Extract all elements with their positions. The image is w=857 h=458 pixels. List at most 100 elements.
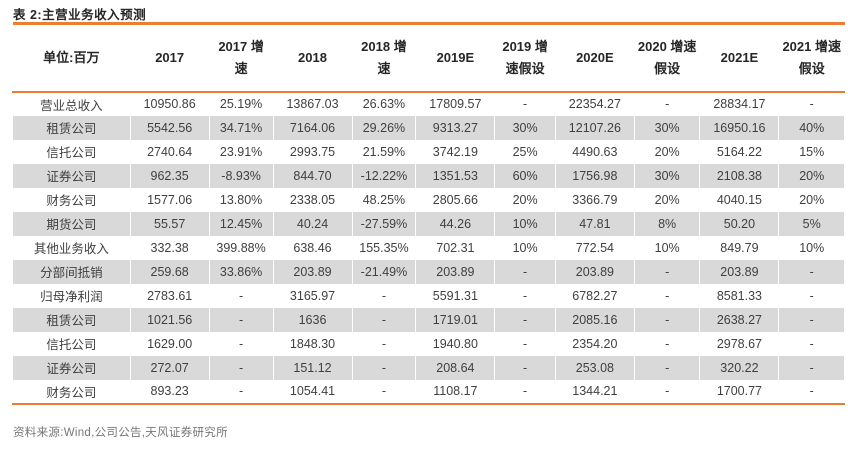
table-cell: - — [351, 379, 417, 404]
table-cell: - — [351, 355, 417, 380]
table-cell: 1021.56 — [129, 307, 210, 332]
table-cell: - — [633, 331, 701, 356]
table-cell: 203.89 — [554, 259, 635, 284]
table-cell: 3366.79 — [554, 187, 635, 212]
table-cell: 155.35% — [351, 235, 417, 260]
table-cell: - — [351, 283, 417, 308]
table-cell: 1756.98 — [554, 163, 635, 188]
table-cell: 55.57 — [129, 211, 210, 236]
table-cell: 1577.06 — [129, 187, 210, 212]
table-row: 其他业务收入 332.38 399.88% 638.46 155.35% 702.31 10… — [12, 235, 845, 260]
table-cell: 1054.41 — [272, 379, 353, 404]
source-note: 资料来源:Wind,公司公告,天风证券研究所 — [13, 427, 228, 439]
column-header: 2021 增速假设 — [778, 23, 845, 92]
table-row: 证券公司 272.07-151.12-208.64-253.08-320.22- — [12, 355, 845, 380]
table-row: 信托公司 2740.64 23.91% 2993.75 21.59% 3742.19 25%… — [12, 139, 845, 164]
table-cell: 10% — [778, 235, 845, 260]
table-cell: 2108.38 — [699, 163, 780, 188]
column-header: 2017 — [130, 23, 210, 92]
table-body: 营业总收入 10950.86 25.19% 13867.03 26.63% 17809.5… — [12, 91, 845, 404]
table-cell: 29.26% — [351, 115, 417, 140]
table-cell: - — [778, 283, 845, 308]
table-cell: 26.63% — [351, 91, 417, 116]
table-cell: 8581.33 — [699, 283, 780, 308]
row-label: 信托公司 — [12, 139, 131, 164]
table-cell: 33.86% — [208, 259, 274, 284]
table-cell: 844.70 — [272, 163, 353, 188]
table-cell: 48.25% — [351, 187, 417, 212]
table-cell: 60% — [494, 163, 556, 188]
table-cell: 1351.53 — [415, 163, 496, 188]
table-cell: 5164.22 — [699, 139, 780, 164]
row-label: 信托公司 — [12, 331, 131, 356]
table-cell: 16950.16 — [699, 115, 780, 140]
table-cell: - — [494, 307, 556, 332]
table-row: 归母净利润 2783.61-3165.97-5591.31-6782.27-858… — [12, 283, 845, 308]
table-cell: - — [208, 307, 274, 332]
table-cell: - — [351, 331, 417, 356]
table-cell: 332.38 — [129, 235, 210, 260]
row-label: 期货公司 — [12, 211, 131, 236]
table-cell: 12107.26 — [554, 115, 635, 140]
table-cell: 20% — [633, 139, 701, 164]
table-cell: 25.19% — [208, 91, 274, 116]
row-label: 租赁公司 — [12, 307, 131, 332]
table-row: 分部间抵销 259.68 33.86% 203.89 -21.49% 203.89-203… — [12, 259, 845, 284]
table-cell: 2805.66 — [415, 187, 496, 212]
table-cell: - — [208, 379, 274, 404]
table-cell: 30% — [494, 115, 556, 140]
table-cell: 259.68 — [129, 259, 210, 284]
table-cell: 151.12 — [272, 355, 353, 380]
column-header: 2017 增速 — [209, 23, 274, 92]
table-cell: 203.89 — [699, 259, 780, 284]
table-cell: 30% — [633, 163, 701, 188]
table-row: 信托公司 1629.00-1848.30-1940.80-2354.20-2978… — [12, 331, 845, 356]
table-cell: 20% — [633, 187, 701, 212]
table-cell: 2085.16 — [554, 307, 635, 332]
table-row: 期货公司 55.57 12.45% 40.24 -27.59% 44.26 10% 47.81… — [12, 211, 845, 236]
table-cell: - — [633, 307, 701, 332]
table-cell: -12.22% — [351, 163, 417, 188]
table-cell: 10% — [633, 235, 701, 260]
table-cell: 44.26 — [415, 211, 496, 236]
table-cell: -27.59% — [351, 211, 417, 236]
column-header: 2019E — [415, 23, 495, 92]
table-cell: - — [633, 355, 701, 380]
table-cell: 208.64 — [415, 355, 496, 380]
table-cell: 2783.61 — [129, 283, 210, 308]
header-row: 单位:百万 2017 2017 增速 2018 2018 增速 2019E 2019 增速假… — [12, 23, 845, 92]
table-cell: 893.23 — [129, 379, 210, 404]
table-title: 表 2:主营业务收入预测 — [13, 8, 147, 22]
row-label: 证券公司 — [12, 163, 131, 188]
table-cell: 1940.80 — [415, 331, 496, 356]
table-cell: - — [778, 91, 845, 116]
table-cell: 702.31 — [415, 235, 496, 260]
table-cell: 2978.67 — [699, 331, 780, 356]
table-cell: 7164.06 — [272, 115, 353, 140]
table-cell: 849.79 — [699, 235, 780, 260]
table-cell: - — [494, 283, 556, 308]
table-cell: - — [494, 331, 556, 356]
table-cell: 2740.64 — [129, 139, 210, 164]
table-cell: 1719.01 — [415, 307, 496, 332]
table-cell: 2993.75 — [272, 139, 353, 164]
revenue-forecast-table: 单位:百万 2017 2017 增速 2018 2018 增速 2019E 2019 增速假… — [12, 22, 845, 405]
table-cell: - — [633, 259, 701, 284]
row-label: 归母净利润 — [12, 283, 131, 308]
table-cell: - — [494, 379, 556, 404]
table-cell: 20% — [494, 187, 556, 212]
row-label: 财务公司 — [12, 187, 131, 212]
table-cell: 2354.20 — [554, 331, 635, 356]
table-cell: 40% — [778, 115, 845, 140]
table-cell: - — [778, 307, 845, 332]
table-cell: 5542.56 — [129, 115, 210, 140]
table-cell: 22354.27 — [554, 91, 635, 116]
table-cell: 2338.05 — [272, 187, 353, 212]
table-cell: - — [778, 259, 845, 284]
table-cell: 20% — [778, 163, 845, 188]
table-cell: 4040.15 — [699, 187, 780, 212]
table-cell: 399.88% — [208, 235, 274, 260]
table-cell: 23.91% — [208, 139, 274, 164]
row-label: 租赁公司 — [12, 115, 131, 140]
table-row: 证券公司 962.35 -8.93% 844.70 -12.22% 1351.53 60% 1… — [12, 163, 845, 188]
